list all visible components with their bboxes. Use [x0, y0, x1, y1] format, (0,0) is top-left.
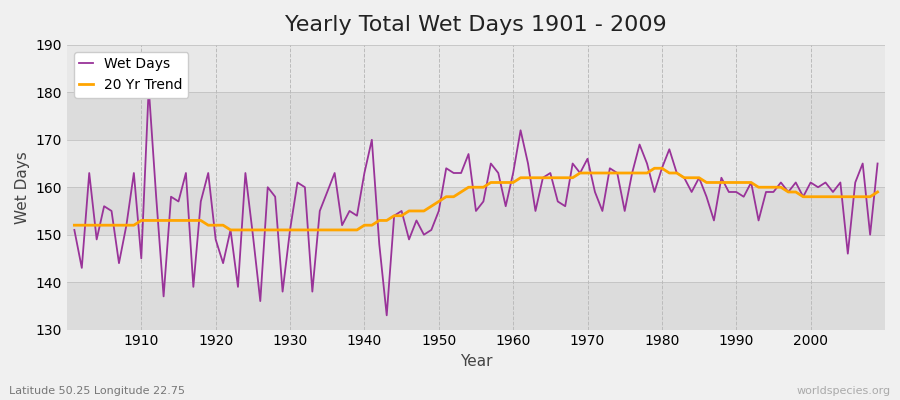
Line: Wet Days: Wet Days: [75, 88, 878, 315]
Bar: [67, 187, 885, 235]
Wet Days: [515, 128, 526, 133]
20 Yr Trend: [649, 166, 660, 171]
Bar: [67, 235, 885, 282]
20 Yr Trend: [605, 171, 616, 176]
Wet Days: [300, 185, 310, 190]
20 Yr Trend: [872, 190, 883, 194]
Wet Days: [69, 228, 80, 232]
20 Yr Trend: [225, 228, 236, 232]
20 Yr Trend: [344, 228, 355, 232]
Wet Days: [344, 208, 355, 213]
20 Yr Trend: [129, 223, 140, 228]
Bar: [67, 140, 885, 187]
Title: Yearly Total Wet Days 1901 - 2009: Yearly Total Wet Days 1901 - 2009: [285, 15, 667, 35]
20 Yr Trend: [69, 223, 80, 228]
Bar: [67, 92, 885, 140]
Text: worldspecies.org: worldspecies.org: [796, 386, 891, 396]
20 Yr Trend: [300, 228, 310, 232]
Bar: [67, 45, 885, 92]
Y-axis label: Wet Days: Wet Days: [15, 151, 30, 224]
Line: 20 Yr Trend: 20 Yr Trend: [75, 168, 878, 230]
Wet Days: [382, 313, 392, 318]
20 Yr Trend: [515, 175, 526, 180]
X-axis label: Year: Year: [460, 354, 492, 369]
Wet Days: [143, 85, 154, 90]
Legend: Wet Days, 20 Yr Trend: Wet Days, 20 Yr Trend: [74, 52, 188, 98]
Wet Days: [523, 161, 534, 166]
Text: Latitude 50.25 Longitude 22.75: Latitude 50.25 Longitude 22.75: [9, 386, 185, 396]
Wet Days: [612, 171, 623, 176]
Wet Days: [872, 161, 883, 166]
Wet Days: [129, 171, 140, 176]
20 Yr Trend: [508, 180, 518, 185]
Bar: [67, 282, 885, 330]
